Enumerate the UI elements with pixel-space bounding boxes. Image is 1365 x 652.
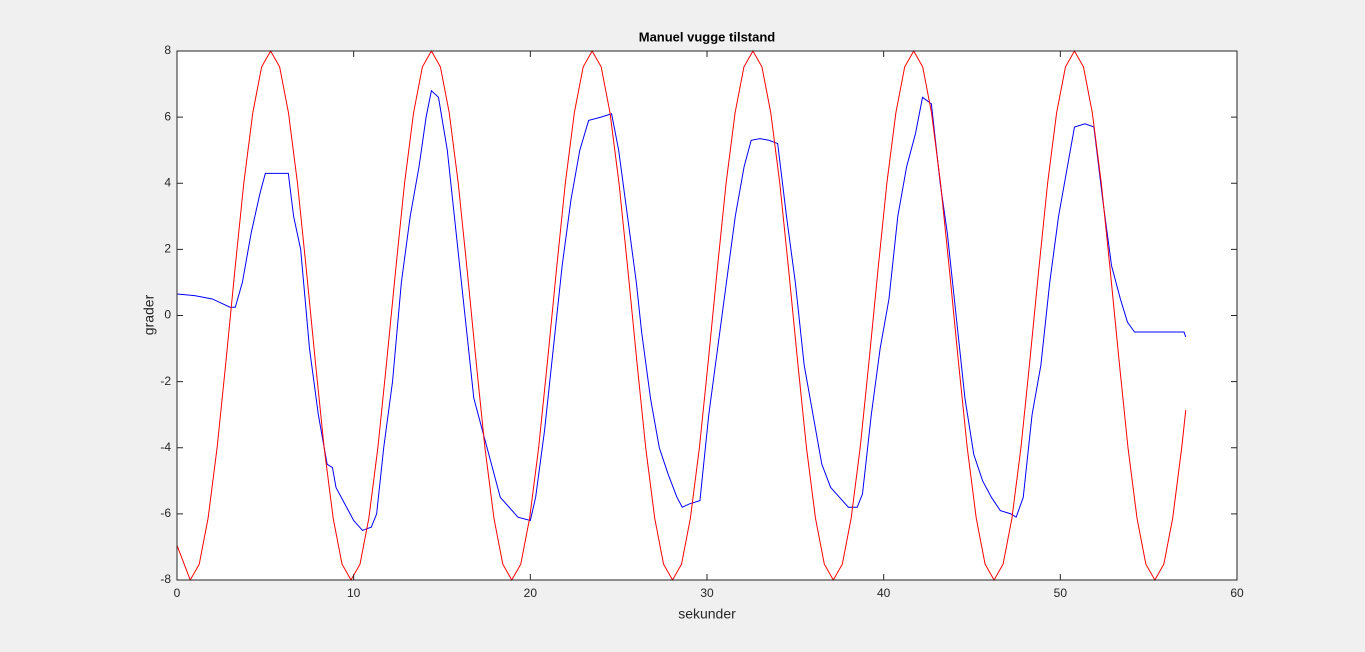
data-line bbox=[176, 89, 1187, 531]
y-tick-label: 2 bbox=[164, 242, 171, 256]
y-tick-label: 8 bbox=[164, 43, 171, 57]
y-tick-label: -6 bbox=[160, 506, 171, 520]
plot-area bbox=[177, 51, 1237, 580]
x-tick-label: 60 bbox=[1230, 586, 1244, 600]
y-tick-label: 6 bbox=[164, 109, 171, 123]
x-tick-label: 20 bbox=[524, 586, 538, 600]
y-tick-label: -4 bbox=[160, 440, 171, 454]
y-tick-label: -8 bbox=[160, 572, 171, 586]
y-tick-label: 4 bbox=[164, 175, 171, 189]
x-tick-label: 40 bbox=[877, 586, 891, 600]
chart-title: Manuel vugge tilstand bbox=[639, 29, 776, 44]
x-tick-label: 50 bbox=[1054, 586, 1068, 600]
y-tick-label: -2 bbox=[160, 374, 171, 388]
x-axis-label: sekunder bbox=[678, 606, 736, 622]
y-axis-label: grader bbox=[141, 294, 157, 335]
x-tick-label: 0 bbox=[174, 586, 181, 600]
y-tick-label: 0 bbox=[164, 308, 171, 322]
data-line bbox=[176, 49, 1187, 582]
x-tick-label: 30 bbox=[700, 586, 714, 600]
x-tick-label: 10 bbox=[347, 586, 361, 600]
